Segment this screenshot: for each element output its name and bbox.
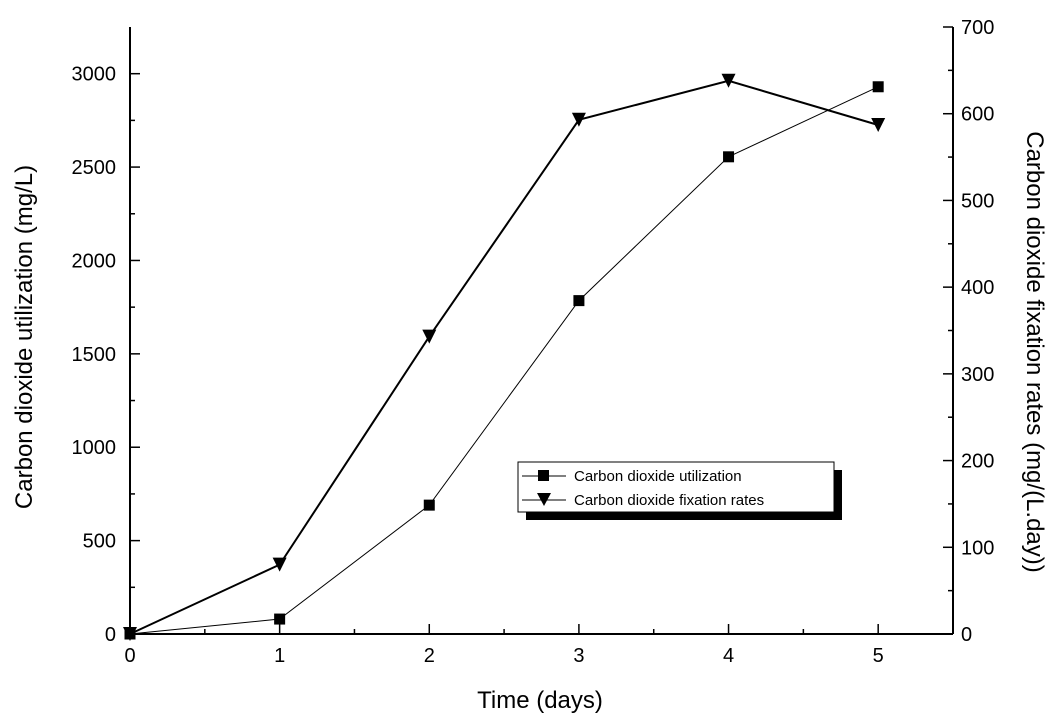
data-point-square xyxy=(274,613,286,625)
right-y-tick-label: 200 xyxy=(961,451,994,473)
series-lines xyxy=(129,79,879,635)
data-point-square xyxy=(723,151,735,163)
data-point-triangle xyxy=(871,117,886,132)
axes-frame xyxy=(129,27,954,635)
legend-label-utilization: Carbon dioxide utilization xyxy=(574,468,742,485)
right-y-tick-label: 700 xyxy=(961,17,994,39)
x-tick-label: 4 xyxy=(723,645,734,667)
left-y-tick-label: 2000 xyxy=(72,250,117,272)
legend-box xyxy=(517,461,835,513)
right-y-tick-label: 0 xyxy=(961,624,972,646)
x-tick-label: 0 xyxy=(124,645,135,667)
left-y-tick-label: 2500 xyxy=(72,157,117,179)
series-line-0 xyxy=(129,86,879,635)
right-axis-title: Carbon dioxide fixation rates (mg/(L.day… xyxy=(1021,131,1048,573)
right-y-tick-label: 300 xyxy=(961,364,994,386)
right-y-tick-label: 600 xyxy=(961,104,994,126)
data-point-triangle xyxy=(422,329,437,344)
data-point-triangle xyxy=(571,112,586,127)
x-axis-title: Time (days) xyxy=(477,687,603,714)
right-y-tick-label: 500 xyxy=(961,190,994,212)
data-point-triangle xyxy=(123,627,137,641)
data-point-square xyxy=(573,295,585,307)
legend-marker-square xyxy=(538,470,549,481)
legend-label-fixation: Carbon dioxide fixation rates xyxy=(574,492,764,509)
x-tick-label: 3 xyxy=(573,645,584,667)
data-point-triangle xyxy=(721,73,736,88)
legend-marker-triangle xyxy=(537,493,551,506)
x-tick-label: 1 xyxy=(274,645,285,667)
x-tick-label: 2 xyxy=(424,645,435,667)
left-y-tick-label: 3000 xyxy=(72,64,117,86)
data-point-square xyxy=(872,81,884,93)
right-y-tick-label: 100 xyxy=(961,537,994,559)
left-axis-title: Carbon dioxide utilization (mg/L) xyxy=(11,165,38,509)
legend: Carbon dioxide utilization Carbon dioxid… xyxy=(517,461,842,520)
x-tick-label: 5 xyxy=(873,645,884,667)
left-y-tick-label: 500 xyxy=(83,531,116,553)
left-y-tick-label: 1500 xyxy=(72,344,117,366)
series-line-1 xyxy=(129,79,879,635)
data-point-triangle xyxy=(272,557,287,572)
left-y-tick-label: 1000 xyxy=(72,437,117,459)
markers xyxy=(123,73,886,641)
right-y-tick-label: 400 xyxy=(961,277,994,299)
ticks: 0 1 2 3 4 5 0 500 1000 1500 2000 2500 3000 0 100 200 300… xyxy=(72,17,995,667)
data-point-square xyxy=(423,499,435,511)
left-y-tick-label: 0 xyxy=(105,624,116,646)
